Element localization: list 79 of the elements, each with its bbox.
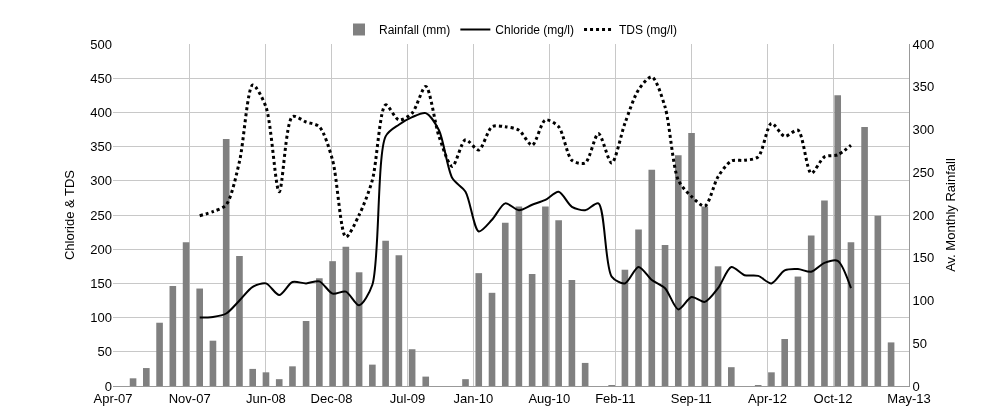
bar: [635, 229, 642, 386]
y2-tick-label: 350: [912, 79, 935, 95]
bar: [794, 276, 802, 386]
bar: [222, 138, 230, 386]
x-tick-label: Oct-12: [813, 390, 853, 406]
x-tick-label: Jun-08: [246, 390, 286, 406]
bar: [475, 273, 483, 386]
bar: [236, 256, 243, 386]
bar: [568, 279, 576, 386]
bar: [422, 376, 430, 386]
bar: [542, 206, 549, 386]
x-tick-label: Dec-08: [310, 390, 353, 406]
bar: [209, 340, 217, 386]
y2-tick-label: 100: [912, 293, 935, 309]
y-tick-label: 350: [90, 139, 112, 155]
bar: [329, 261, 336, 386]
x-tick-label: Jul-09: [389, 390, 426, 406]
bar: [501, 222, 509, 386]
bar: [488, 292, 496, 386]
y-tick-label: 200: [90, 241, 112, 257]
bar: [834, 95, 842, 386]
bar: [648, 169, 656, 386]
y-tick-label: 50: [97, 344, 112, 360]
x-tick-label: Jan-10: [453, 390, 494, 406]
bar: [182, 242, 190, 386]
bar: [555, 220, 562, 386]
x-tick-label: Feb-11: [595, 390, 636, 406]
y2-tick-label: 150: [912, 250, 935, 266]
y2-tick-label: 50: [912, 335, 928, 351]
x-tick-label: Apr-12: [747, 390, 788, 406]
legend-label: Rainfall (mm): [379, 23, 451, 38]
y-tick-label: 250: [90, 207, 112, 223]
y-tick-label: 150: [90, 275, 112, 291]
bar: [316, 278, 323, 386]
legend-label: TDS (mg/l): [619, 23, 678, 38]
bar: [249, 368, 257, 386]
y-axis-title: Chloride & TDS: [62, 169, 78, 261]
y-tick-label: 400: [90, 104, 112, 120]
x-tick-label: Aug-10: [528, 390, 571, 406]
y2-axis-title: Av. Monthly Rainfall: [942, 158, 958, 272]
bar: [861, 126, 868, 386]
bar: [728, 367, 735, 386]
bar: [887, 342, 895, 386]
bar: [289, 366, 296, 386]
x-tick-label: Sep-11: [670, 390, 712, 406]
bar: [302, 321, 310, 386]
legend-label: Chloride (mg/l): [495, 23, 575, 38]
bar: [874, 215, 882, 386]
y2-tick-label: 400: [912, 36, 935, 52]
y-tick-label: 500: [90, 36, 112, 52]
bar: [821, 200, 828, 386]
bar: [143, 368, 150, 386]
y-tick-label: 100: [90, 310, 112, 326]
bar: [408, 349, 416, 386]
bar: [581, 362, 589, 386]
bar: [781, 338, 789, 386]
bar: [462, 379, 469, 386]
bar: [156, 322, 163, 386]
bar: [169, 285, 177, 386]
bar: [395, 255, 403, 386]
x-tick-label: Nov-07: [168, 390, 211, 406]
bar: [674, 155, 682, 386]
bar: [701, 206, 709, 386]
bar: [275, 379, 283, 386]
bar: [807, 235, 815, 386]
y-tick-label: 300: [90, 173, 112, 189]
bar: [382, 240, 389, 386]
y2-tick-label: 300: [912, 122, 935, 138]
bar: [528, 274, 536, 386]
y2-tick-label: 200: [912, 207, 935, 223]
bar: [196, 288, 204, 386]
bar: [515, 206, 523, 386]
bar: [262, 372, 270, 386]
bar: [688, 132, 695, 386]
y-tick-label: 450: [90, 70, 112, 86]
bar: [129, 378, 137, 386]
bar: [768, 372, 775, 386]
y2-tick-label: 250: [912, 164, 935, 180]
bar: [369, 364, 376, 386]
